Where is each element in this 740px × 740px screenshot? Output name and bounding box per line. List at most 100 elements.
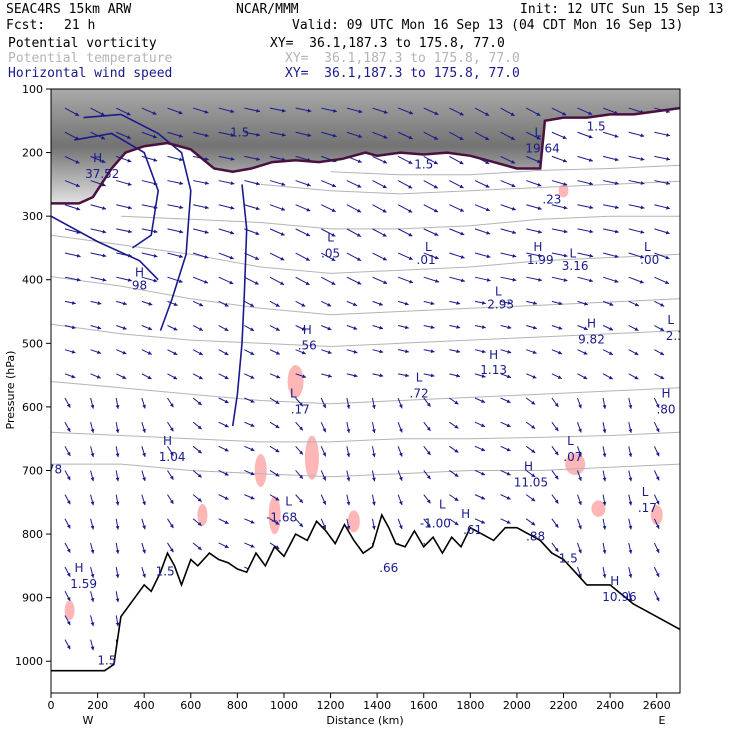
wind-vector-head — [115, 429, 120, 433]
wind-vector-head — [115, 477, 120, 482]
wind-vector-head — [481, 495, 486, 500]
wind-vector-head — [353, 373, 358, 378]
wind-vector-head — [301, 327, 306, 331]
wind-vector-head — [507, 374, 511, 379]
field-xy-pv: XY= 36.1,187.3 to 175.8, 77.0 — [270, 36, 505, 51]
wind-vector-head — [275, 448, 280, 453]
wind-vector-head — [510, 112, 515, 116]
wind-vector-head — [331, 257, 336, 261]
wind-vector-head — [481, 399, 486, 403]
wind-vector-head — [531, 400, 536, 405]
wind-vector-head — [589, 278, 593, 283]
extremum-label: .23 — [542, 192, 561, 206]
wind-vector-head — [536, 135, 541, 140]
wind-vector-head — [275, 472, 280, 477]
wind-vector-head — [275, 424, 280, 428]
wind-vector-head — [76, 253, 81, 258]
wind-vector-head — [563, 229, 568, 234]
extremum-label: .17 — [291, 402, 310, 416]
wind-vector-head — [382, 256, 387, 261]
extremum-label: .07 — [563, 450, 582, 464]
extremum-label: H — [587, 316, 596, 330]
wind-vector-head — [197, 449, 202, 454]
extremum-label: 11.05 — [514, 475, 548, 489]
wind-vector-head — [563, 182, 568, 186]
wind-vector-head — [485, 136, 490, 140]
wind-vector-head — [173, 351, 178, 355]
wind-vector-head — [486, 230, 491, 235]
wind-vector-head — [554, 523, 559, 528]
extremum-label: 9.82 — [578, 332, 605, 346]
wind-vector-head — [179, 205, 184, 210]
wind-vector-head — [142, 477, 146, 481]
wind-vector-head — [588, 111, 593, 115]
wind-vector-head — [169, 451, 174, 456]
wind-speed-contour — [231, 184, 248, 427]
wind-vector-head — [197, 425, 202, 430]
wind-vector-head — [147, 375, 152, 380]
tropopause-line — [51, 106, 680, 205]
wind-vector-head — [409, 279, 414, 284]
wind-vector-head — [224, 351, 229, 355]
extremum-label: H — [461, 507, 470, 521]
wind-vector-head — [331, 233, 336, 237]
wind-vector-head — [655, 403, 660, 408]
extremum-label: 1.5 — [97, 653, 116, 667]
wind-vector-head — [454, 521, 459, 526]
wind-vector-head — [322, 404, 327, 409]
wind-vector-head — [454, 497, 459, 501]
wind-vector-head — [383, 110, 388, 114]
wind-vector-head — [281, 132, 286, 137]
wind-vector-head — [538, 253, 542, 258]
extremum-label: .72 — [410, 386, 429, 400]
wind-vector-head — [179, 157, 184, 162]
extremum-label: L — [567, 434, 574, 448]
x-tick-label: 400 — [134, 699, 155, 712]
wind-vector-head — [506, 520, 511, 524]
wind-vector-head — [578, 573, 582, 578]
x-tick-label: 1800 — [456, 699, 484, 712]
pv-anomaly-patch — [558, 184, 569, 198]
wind-vector-head — [398, 476, 403, 481]
y-tick-label: 800 — [22, 528, 43, 541]
wind-vector-head — [255, 231, 260, 236]
wind-vector-head — [454, 448, 459, 453]
extremum-label: 1.5 — [559, 552, 578, 566]
wind-vector-head — [126, 111, 131, 116]
wind-vector-head — [224, 327, 229, 331]
wind-vector-head — [250, 519, 255, 524]
wind-vector-head — [433, 160, 438, 165]
wind-vector-head — [152, 134, 157, 139]
wind-vector-head — [204, 255, 209, 259]
wind-vector-head — [305, 257, 310, 261]
extremum-label: L — [327, 231, 334, 245]
wind-vector-head — [97, 350, 101, 354]
west-endpoint: W — [83, 714, 94, 727]
wind-vector-head — [204, 279, 209, 284]
wind-vector-head — [460, 255, 465, 259]
pv-anomaly-patch — [268, 495, 281, 535]
wind-vector-head — [382, 233, 387, 237]
wind-vector-head — [537, 206, 542, 210]
field-xy-theta: XY= 36.1,187.3 to 175.8, 77.0 — [285, 51, 520, 66]
extremum-label: L — [569, 246, 576, 260]
wind-vector-head — [655, 500, 660, 505]
wind-vector-head — [485, 207, 490, 212]
extremum-label: .88 — [526, 529, 545, 543]
wind-vector-head — [639, 279, 644, 284]
wind-vector-head — [281, 207, 286, 211]
wind-vector-head — [666, 205, 670, 210]
wind-vector-head — [398, 525, 403, 530]
wind-vector-head — [430, 373, 435, 378]
wind-vector-head — [536, 112, 541, 116]
wind-vector-head — [224, 472, 229, 476]
wind-vector-head — [481, 325, 486, 329]
extremum-label: .61 — [463, 523, 482, 537]
wind-vector-head — [122, 375, 127, 379]
wind-vector-head — [578, 525, 582, 530]
wind-vector-head — [306, 207, 311, 212]
wind-vector-head — [71, 374, 76, 379]
wind-vector-head — [426, 426, 431, 431]
wind-vector-head — [230, 133, 235, 137]
wind-vector-head — [666, 133, 670, 137]
